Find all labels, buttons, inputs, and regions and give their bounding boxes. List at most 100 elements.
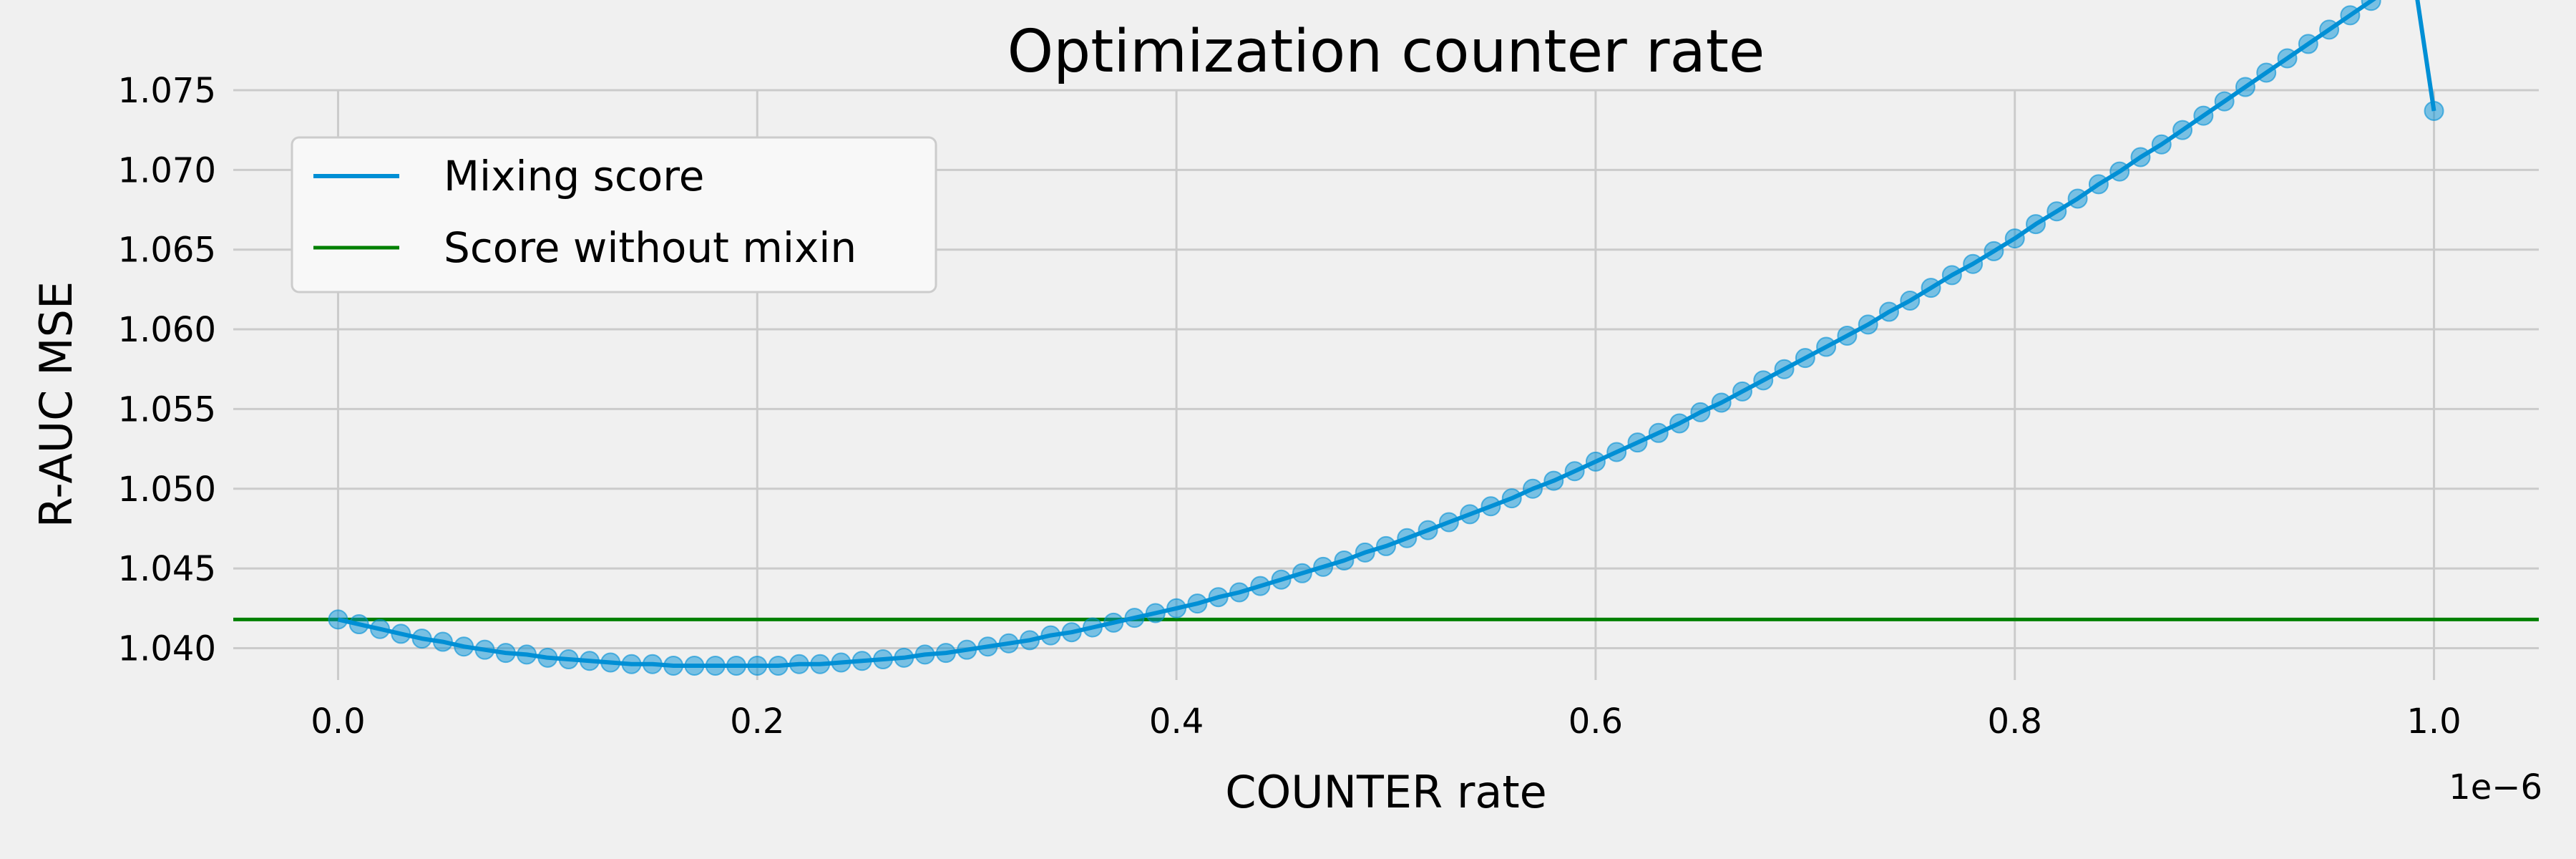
mixing-score-point	[2277, 48, 2298, 69]
mixing-score-point	[642, 654, 663, 674]
mixing-score-point	[831, 652, 852, 673]
mixing-score-point	[2130, 147, 2151, 168]
x-tick-label: 0.6	[1568, 702, 1623, 742]
mixing-score-point	[391, 623, 411, 644]
mixing-score-point	[2340, 5, 2361, 26]
mixing-score-point	[935, 643, 956, 664]
mixing-score-point	[2067, 188, 2088, 209]
mixing-score-point	[998, 633, 1019, 654]
mixing-score-point	[1020, 630, 1040, 651]
mixing-score-point	[1187, 593, 1208, 614]
mixing-score-point	[1355, 542, 1375, 563]
legend-box	[291, 136, 937, 293]
mixing-score-point	[2235, 77, 2255, 97]
y-tick-label: 1.065	[118, 230, 216, 271]
x-axis-label: COUNTER rate	[1225, 766, 1547, 818]
mixing-score-point	[2088, 174, 2109, 195]
mixing-score-point	[1313, 556, 1334, 577]
legend-label-score-without-mixin: Score without mixin	[444, 223, 857, 272]
mixing-score-point	[1208, 587, 1229, 608]
mixing-score-point	[328, 609, 348, 630]
mixing-score-point	[2298, 34, 2318, 54]
mixing-score-point	[1124, 608, 1145, 629]
mixing-score-point	[1523, 478, 1543, 499]
x-tick-label: 1.0	[2406, 702, 2461, 742]
mixing-score-point	[894, 647, 914, 668]
mixing-score-point	[1753, 370, 1774, 391]
mixing-score-point	[454, 636, 474, 657]
mixing-score-point	[1271, 569, 1292, 590]
mixing-score-point	[1858, 314, 1878, 335]
mixing-score-point	[684, 655, 705, 676]
mixing-score-point	[2256, 62, 2277, 83]
mixing-score-point	[1103, 612, 1124, 633]
mixing-score-point	[1711, 392, 1732, 413]
mixing-score-point	[1229, 582, 1249, 603]
mixing-score-point	[914, 644, 935, 665]
mixing-score-point	[1376, 535, 1396, 556]
mixing-score-point	[600, 652, 621, 673]
mixing-score-point	[1040, 625, 1061, 646]
mixing-score-point	[1166, 598, 1187, 618]
y-tick-label: 1.050	[118, 470, 216, 510]
mixing-score-point	[663, 655, 684, 676]
mixing-score-point	[1837, 325, 1858, 346]
mixing-score-point	[1145, 603, 1166, 623]
y-tick-label: 1.045	[118, 549, 216, 589]
x-tick-label: 0.0	[311, 702, 365, 742]
mixing-score-point	[1501, 488, 1522, 509]
mixing-score-point	[1564, 461, 1585, 482]
mixing-score-point	[1460, 504, 1480, 525]
x-tick-label: 0.4	[1149, 702, 1204, 742]
mixing-score-point	[1418, 520, 1438, 540]
mixing-score-point	[1082, 617, 1103, 638]
mixing-score-point	[432, 631, 453, 652]
mixing-score-point	[705, 655, 726, 676]
mixing-score-point	[1250, 576, 1271, 596]
mixing-score-point	[474, 639, 495, 660]
mixing-score-point	[1648, 422, 1669, 443]
mixing-score-point	[621, 654, 642, 674]
mixing-score-point	[1397, 528, 1418, 548]
tick-labels: 0.0 0.2 0.4 0.6 0.8 1.0 1.040 1.045 1.050 1.055 1.…	[118, 71, 2462, 742]
mixing-score-point	[1984, 241, 2004, 261]
mixing-score-point	[957, 639, 977, 660]
mixing-score-point	[1627, 432, 1648, 453]
mixing-score-point	[517, 644, 537, 665]
x-tick-label: 0.2	[730, 702, 784, 742]
mixing-score-point	[1732, 381, 1752, 402]
mixing-score-point	[977, 636, 998, 657]
mixing-score-point	[370, 618, 391, 639]
mixing-score-point	[2193, 105, 2214, 126]
mixing-score-point	[1921, 278, 1941, 299]
mixing-score-point	[789, 654, 809, 674]
mixing-score-point	[1774, 359, 1795, 379]
mixing-score-point	[1816, 336, 1837, 357]
mixing-score-point	[768, 655, 789, 676]
mixing-score-point	[873, 649, 894, 670]
mixing-score-point	[2026, 214, 2046, 235]
mixing-score-point	[1900, 290, 1921, 311]
y-axis-label: R-AUC MSE	[30, 281, 82, 528]
mixing-score-point	[1963, 253, 1984, 274]
mixing-score-point	[1543, 470, 1564, 491]
mixing-score-point	[2214, 91, 2235, 112]
mixing-score-point	[1585, 451, 1606, 472]
mixing-score-point	[1878, 301, 1899, 322]
chart-title: Optimization counter rate	[1008, 18, 1765, 86]
mixing-score-point	[537, 647, 558, 668]
mixing-score-point	[1941, 265, 1962, 286]
mixing-score-point	[2361, 0, 2381, 11]
mixing-score-point	[1480, 496, 1501, 517]
grid	[233, 89, 2539, 680]
mixing-score-point	[852, 651, 872, 671]
y-tick-label: 1.070	[118, 150, 216, 190]
mixing-score-point	[1606, 442, 1627, 462]
mixing-score-point	[495, 643, 516, 664]
y-tick-label: 1.040	[118, 629, 216, 669]
mixing-score-series	[328, 0, 2444, 676]
mixing-score-point	[411, 629, 432, 649]
x-tick-label: 0.8	[1988, 702, 2042, 742]
mixing-score-point	[2319, 19, 2340, 40]
